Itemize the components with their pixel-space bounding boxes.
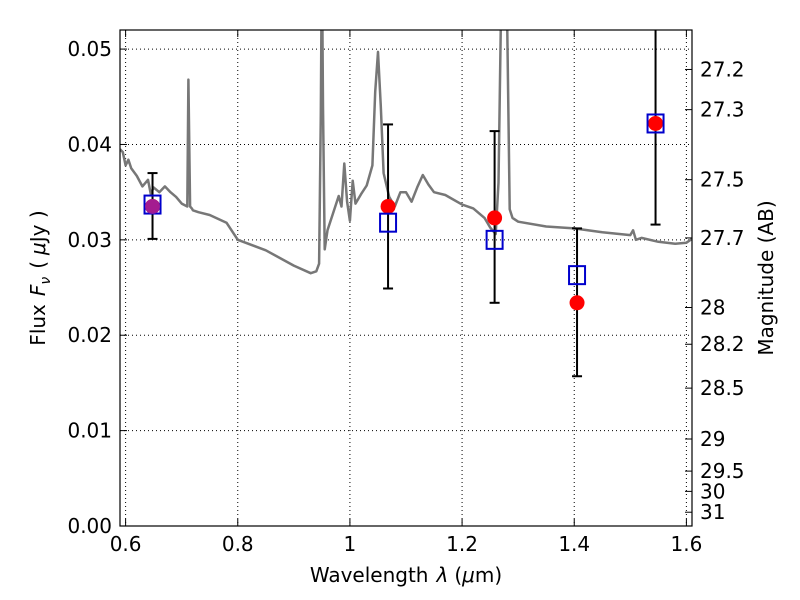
x-tick-label: 1.2 bbox=[446, 532, 478, 556]
x-tick-label: 1 bbox=[344, 532, 357, 556]
model-flux-square bbox=[568, 265, 587, 286]
magnitude-tick-label: 29.5 bbox=[700, 459, 745, 483]
model-flux-square bbox=[485, 229, 504, 250]
x-tick-label: 0.8 bbox=[222, 532, 254, 556]
magnitude-tick-label: 27.5 bbox=[700, 168, 745, 192]
magnitude-tick-label: 28 bbox=[700, 295, 725, 319]
model-flux-square bbox=[646, 113, 665, 134]
observed-flux-point bbox=[487, 210, 503, 226]
magnitude-axis-label: Magnitude (AB) bbox=[754, 200, 778, 355]
magnitude-tick-label: 27.7 bbox=[700, 226, 745, 250]
plot-area bbox=[120, 30, 692, 378]
magnitude-tick-label: 28.2 bbox=[700, 332, 745, 356]
y-tick-label: 0.00 bbox=[67, 514, 112, 538]
ticks: 0.6 0.8 1 1.2 1.4 1.6 0.00 0.01 0.02 0.03 0.04 0.05… bbox=[67, 30, 745, 556]
x-tick-label: 0.6 bbox=[110, 532, 142, 556]
magnitude-tick-label: 29 bbox=[700, 427, 725, 451]
magnitude-tick-label: 27.2 bbox=[700, 57, 745, 81]
observed-flux-point bbox=[648, 115, 664, 131]
y-tick-label: 0.05 bbox=[67, 37, 112, 61]
x-tick-label: 1.4 bbox=[558, 532, 590, 556]
observed-flux-point bbox=[380, 198, 396, 214]
y-tick-label: 0.01 bbox=[67, 419, 112, 443]
magnitude-tick-label: 28.5 bbox=[700, 376, 745, 400]
y-axis-label: FluxFν(μJy ) bbox=[26, 210, 54, 345]
magnitude-tick-label: 27.3 bbox=[700, 98, 745, 122]
grid bbox=[120, 30, 692, 527]
observed-flux-point bbox=[569, 295, 585, 311]
spectrum-line bbox=[120, 30, 692, 275]
x-axis-label: Wavelength λ (μm) bbox=[310, 563, 502, 587]
y-tick-label: 0.02 bbox=[67, 323, 112, 347]
x-tick-label: 1.6 bbox=[670, 532, 702, 556]
y-tick-label: 0.04 bbox=[67, 132, 112, 156]
overlap-point bbox=[145, 198, 161, 214]
axes-frame bbox=[119, 29, 693, 527]
magnitude-tick-label: 30 bbox=[700, 479, 725, 503]
y-tick-label: 0.03 bbox=[67, 228, 112, 252]
magnitude-tick-label: 31 bbox=[700, 500, 725, 524]
model-flux-square bbox=[379, 212, 398, 233]
